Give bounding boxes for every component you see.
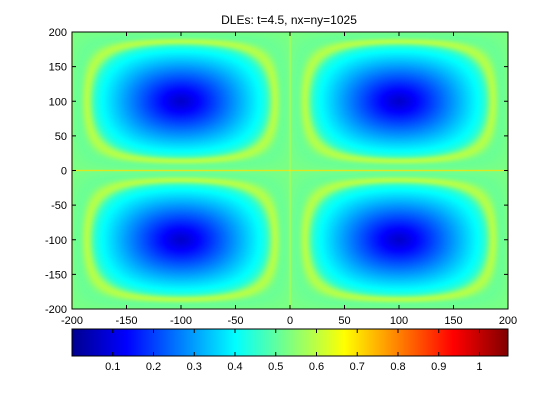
x-tick-label: 200: [499, 315, 517, 327]
colorbar-tick-label: 1: [476, 361, 482, 373]
x-tick-label: -50: [228, 315, 244, 327]
colorbar-tick-label: 0.3: [187, 361, 202, 373]
colorbar-tick-label: 0.2: [146, 361, 161, 373]
y-tick-label: 200: [49, 27, 67, 39]
y-tick-label: -100: [45, 235, 67, 247]
colorbar-tick-label: 0.5: [268, 361, 283, 373]
y-tick-label: -200: [45, 304, 67, 316]
colorbar-tick-label: 0.1: [105, 361, 120, 373]
colorbar: 0.1 0.2 0.3 0.4 0.5 0.6 0.7 0.8 0.9 1: [71, 328, 509, 373]
colorbar-frame: [71, 328, 509, 357]
x-tick-label: -150: [115, 315, 137, 327]
plot-area: [71, 31, 509, 310]
chart-title: DLEs: t=4.5, nx=ny=1025: [221, 13, 357, 27]
y-tick-label: 50: [55, 131, 67, 143]
y-tick-label: 150: [49, 62, 67, 74]
x-tick-label: -100: [170, 315, 192, 327]
y-axis-ticks: -200 -150 -100 -50 0 50 100 150 200: [45, 27, 508, 316]
colorbar-tick-label: 0.6: [309, 361, 324, 373]
x-tick-label: 100: [390, 315, 408, 327]
x-tick-label: -200: [61, 315, 83, 327]
y-tick-label: -150: [45, 269, 67, 281]
heatmap-image: [72, 32, 508, 309]
x-tick-label: 50: [338, 315, 350, 327]
y-tick-label: -50: [51, 200, 67, 212]
x-axis-ticks: -200 -150 -100 -50 0 50 100 150 200: [61, 32, 517, 327]
y-tick-label: 0: [61, 166, 67, 178]
y-tick-label: 100: [49, 96, 67, 108]
colorbar-tick-label: 0.7: [350, 361, 365, 373]
x-tick-label: 0: [287, 315, 293, 327]
colorbar-gradient: [72, 329, 508, 356]
colorbar-ticks: 0.1 0.2 0.3 0.4 0.5 0.6 0.7 0.8 0.9 1: [105, 329, 483, 373]
colorbar-tick-label: 0.4: [227, 361, 242, 373]
colorbar-tick-label: 0.9: [431, 361, 446, 373]
x-tick-label: 150: [444, 315, 462, 327]
colorbar-tick-label: 0.8: [390, 361, 405, 373]
